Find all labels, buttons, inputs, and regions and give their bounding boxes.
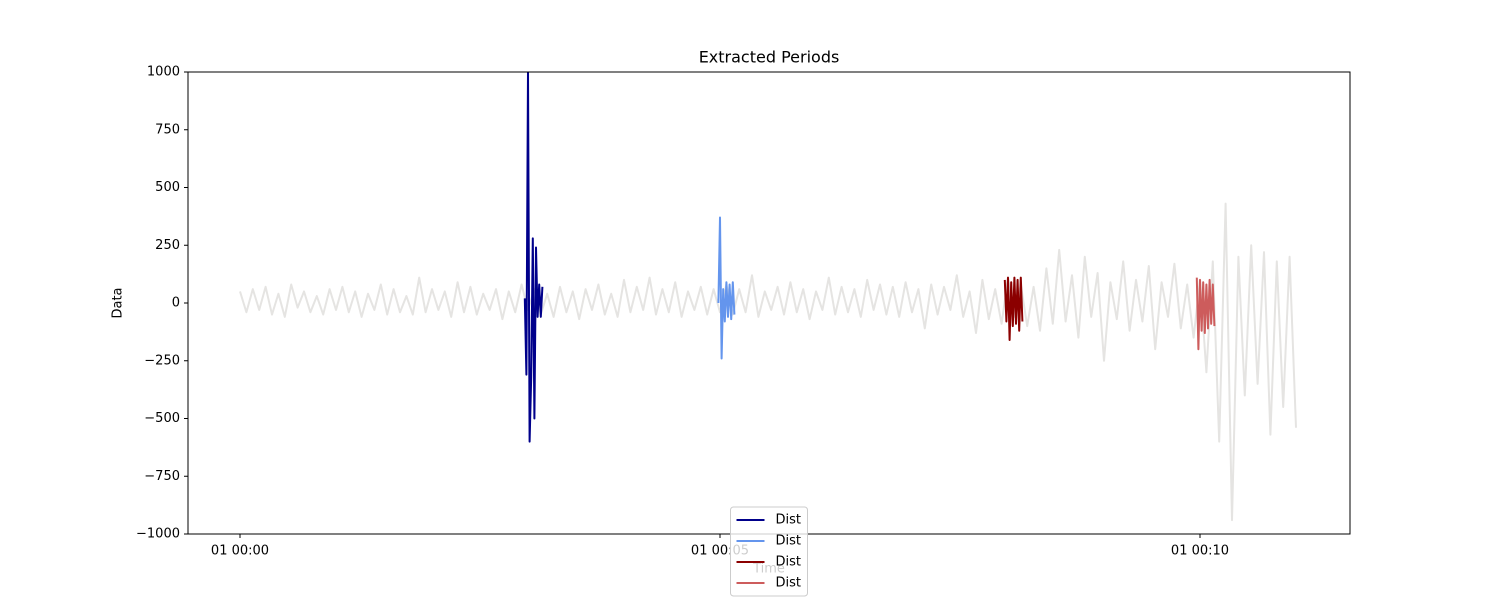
y-axis-label: Data <box>111 287 126 318</box>
y-tick-label: −750 <box>144 469 180 484</box>
y-tick-label: 250 <box>155 238 180 253</box>
y-tick-label: −1000 <box>136 527 180 542</box>
legend-label: Dist <box>776 513 802 528</box>
legend-box <box>730 506 808 597</box>
series-line <box>1195 277 1216 351</box>
series-line <box>523 72 544 443</box>
y-tick-label: 0 <box>172 296 180 311</box>
series-line <box>239 202 1297 522</box>
series-line <box>1003 276 1024 341</box>
y-tick-label: 1000 <box>147 65 180 80</box>
series-line <box>717 216 736 360</box>
x-tick-label: 01 00:00 <box>211 544 269 559</box>
legend-label: Dist <box>776 534 802 549</box>
y-tick-label: −250 <box>144 353 180 368</box>
y-tick-label: −500 <box>144 411 180 426</box>
legend-label: Dist <box>776 555 802 570</box>
legend-label: Dist <box>776 576 802 591</box>
chart-title: Extracted Periods <box>699 48 840 67</box>
x-tick-label: 01 00:10 <box>1171 544 1229 559</box>
y-tick-label: 750 <box>155 122 180 137</box>
y-tick-label: 500 <box>155 180 180 195</box>
